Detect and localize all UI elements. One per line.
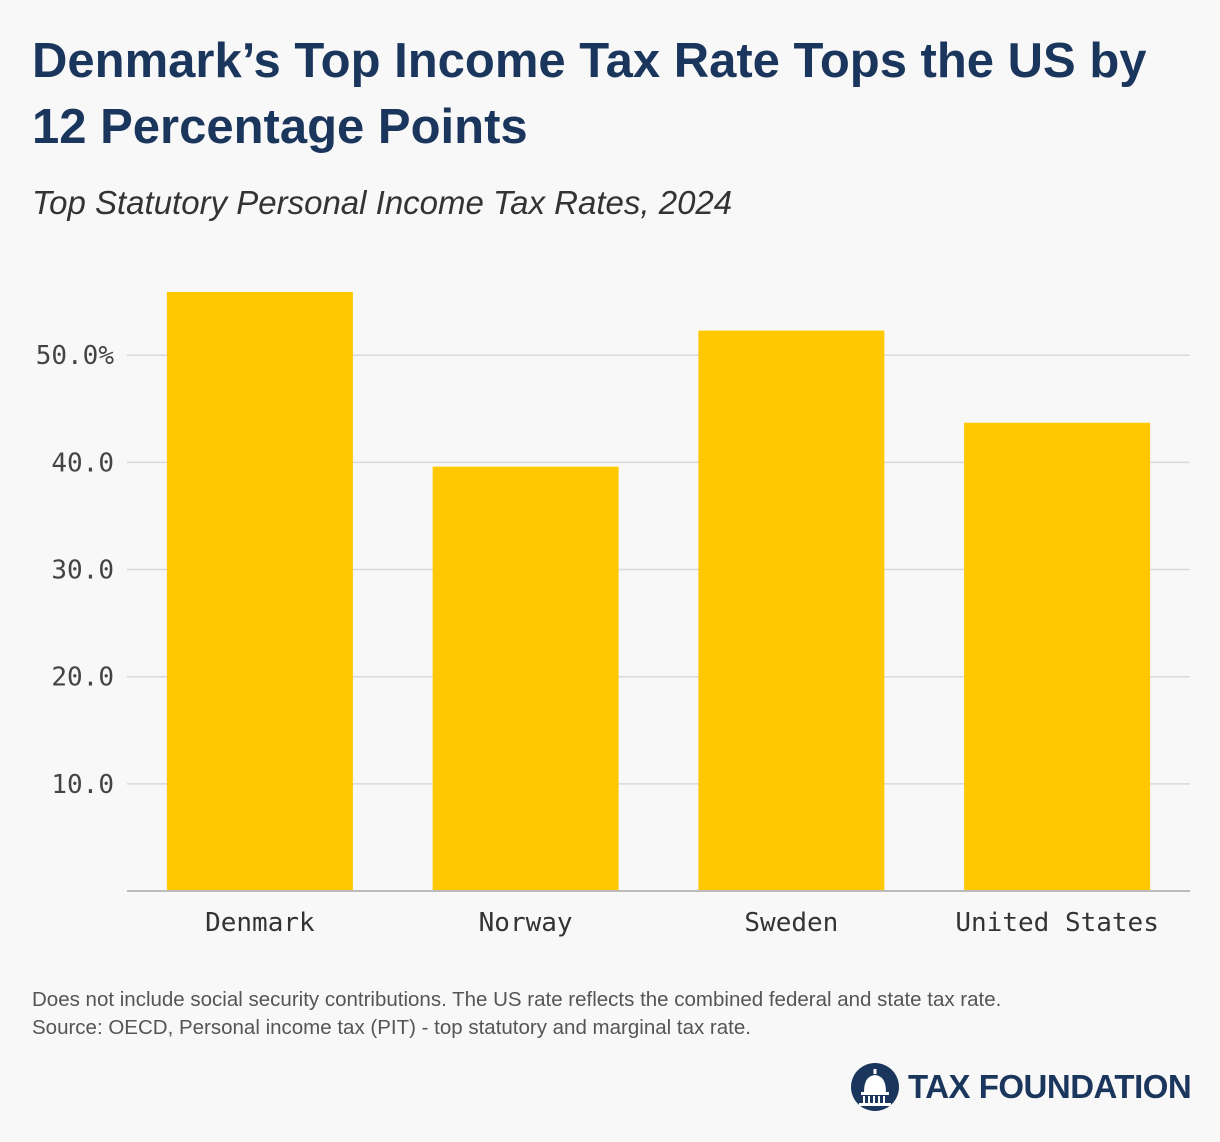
bar-chart: 10.0 20.0 30.0 40.0 50.0% Denmark Norway Sweden… (36, 292, 1190, 938)
tax-foundation-logo: TAX FOUNDATION (850, 1062, 1192, 1112)
bar-sweden (698, 330, 885, 891)
chart-subtitle: Top Statutory Personal Income Tax Rates,… (32, 184, 733, 221)
y-tick-label: 10.0 (51, 770, 114, 800)
y-tick-label: 30.0 (51, 556, 114, 586)
x-category-label: Denmark (205, 908, 315, 938)
x-category-label: United States (955, 908, 1159, 938)
bar-denmark (166, 292, 353, 891)
bars (166, 292, 1151, 891)
y-tick-label: 40.0 (51, 448, 114, 478)
labels: 10.0 20.0 30.0 40.0 50.0% Denmark Norway Sweden… (36, 341, 1159, 938)
capitol-dome-icon (851, 1063, 899, 1111)
logo-text: TAX FOUNDATION (908, 1068, 1192, 1105)
bar-united-states (964, 422, 1151, 891)
footnote: Does not include social security contrib… (32, 988, 1002, 1011)
bar-norway (432, 466, 619, 891)
y-tick-label: 50.0% (36, 341, 115, 371)
x-category-label: Sweden (744, 908, 838, 938)
chart-title: Denmark’s Top Income Tax Rate Tops the U… (32, 34, 1147, 154)
source-note: Source: OECD, Personal income tax (PIT) … (32, 1016, 751, 1039)
y-tick-label: 20.0 (51, 663, 114, 693)
chart-notes: Does not include social security contrib… (32, 986, 1202, 1042)
x-category-label: Norway (479, 908, 573, 938)
